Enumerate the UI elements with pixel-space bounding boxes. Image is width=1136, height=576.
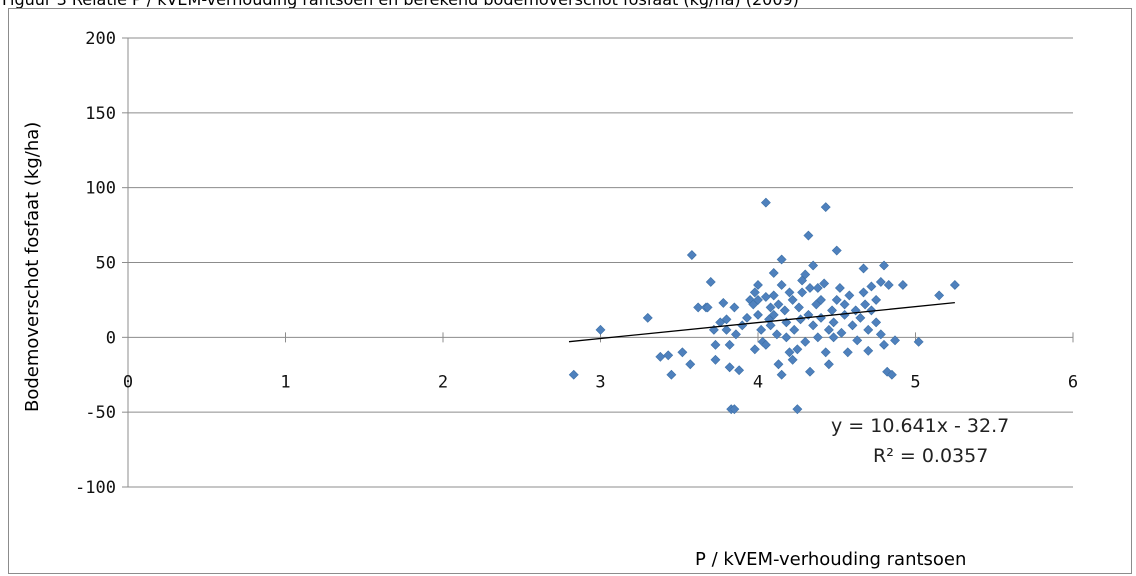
chart-frame bbox=[8, 8, 1132, 574]
x-tick-label: 5 bbox=[910, 372, 920, 392]
x-tick-label: 0 bbox=[123, 372, 133, 392]
y-axis-title: Bodemoverschot fosfaat (kg/ha) bbox=[22, 122, 43, 412]
figure-caption: Figuur 3 Relatie P / kVEM-verhouding ran… bbox=[2, 0, 799, 8]
y-tick-label: 200 bbox=[85, 29, 116, 49]
y-tick-label: 0 bbox=[106, 328, 116, 348]
x-tick-label: 1 bbox=[280, 372, 290, 392]
trendline bbox=[568, 302, 955, 343]
y-tick-label: -50 bbox=[85, 403, 116, 423]
x-tick-label: 6 bbox=[1068, 372, 1078, 392]
data-points bbox=[568, 197, 960, 415]
trendline-group bbox=[568, 302, 955, 343]
figure-caption-strip: Figuur 3 Relatie P / kVEM-verhouding ran… bbox=[0, 0, 1136, 8]
x-tick-label: 4 bbox=[753, 372, 763, 392]
x-tick-label: 2 bbox=[438, 372, 448, 392]
y-tick-label: 50 bbox=[96, 254, 116, 274]
x-tick-label: 3 bbox=[595, 372, 605, 392]
y-tick-label: -100 bbox=[75, 478, 116, 498]
tick-labels: 200 150 100 50 0 -50 -100 0 1 2 3 4 5 6 bbox=[75, 29, 1078, 498]
y-tick-label: 100 bbox=[85, 179, 116, 199]
x-axis-title: P / kVEM-verhouding rantsoen bbox=[695, 549, 966, 570]
trendline-equation: y = 10.641x - 32.7 bbox=[831, 415, 1009, 437]
y-tick-label: 150 bbox=[85, 104, 116, 124]
r-squared-label: R² = 0.0357 bbox=[873, 445, 988, 467]
